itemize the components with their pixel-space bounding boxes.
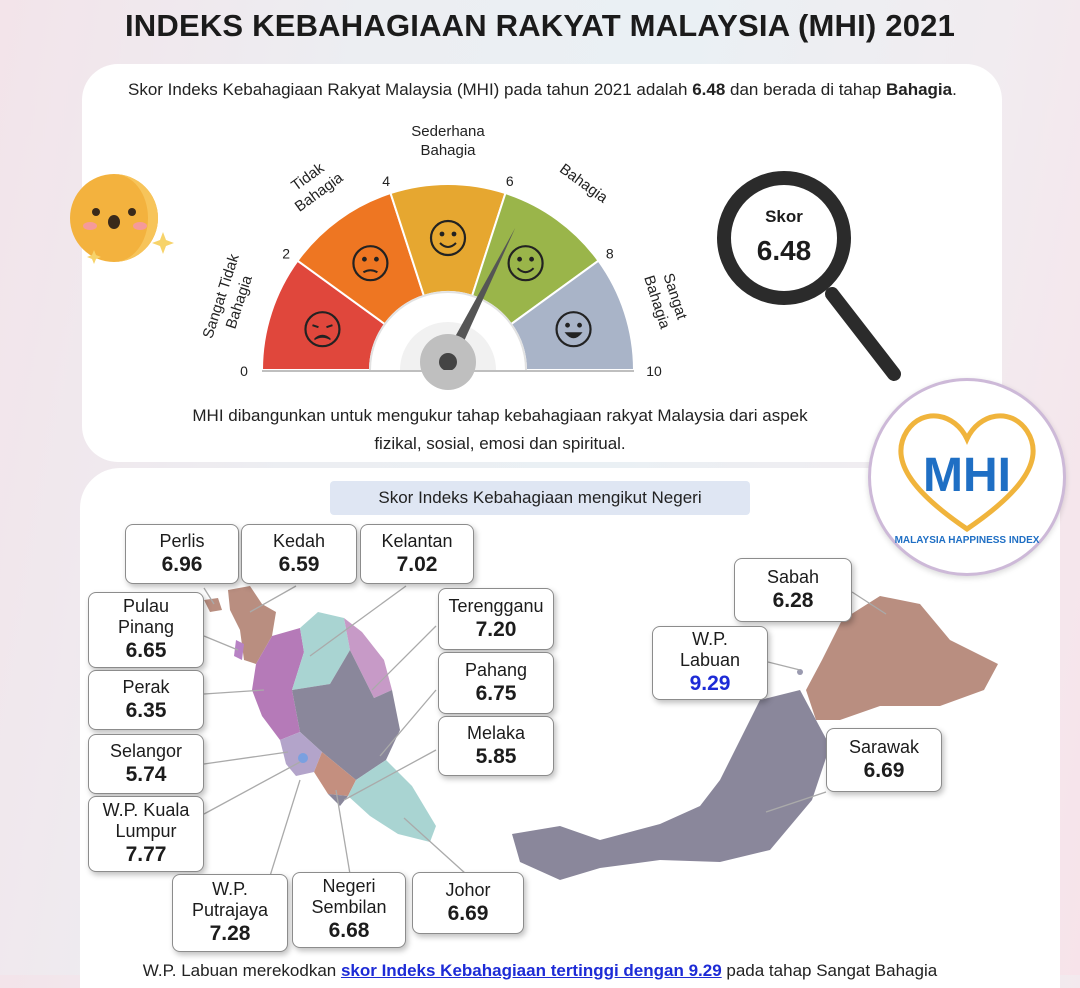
- footer-pre: W.P. Labuan merekodkan: [142, 961, 341, 980]
- state-box-labuan: W.P. Labuan 9.29: [652, 626, 768, 700]
- gauge-faces: [304, 219, 592, 348]
- gauge-tick-label: 4: [382, 173, 390, 189]
- state-value: 6.75: [475, 681, 517, 705]
- logo-caption: MALAYSIA HAPPINESS INDEX: [895, 535, 1040, 546]
- gauge-ticks: 0 2 4 6 8 10: [240, 173, 662, 379]
- state-name-line-2: Pinang: [117, 617, 175, 637]
- state-value: 7.20: [475, 617, 517, 641]
- state-name: Perlis: [159, 530, 205, 551]
- state-value: 7.02: [396, 552, 438, 576]
- state-name: Kelantan: [381, 530, 453, 551]
- state-box-melaka: Melaka 5.85: [438, 716, 554, 776]
- state-value: 5.74: [125, 762, 167, 786]
- gauge-tick-label: 8: [606, 245, 614, 261]
- footer-emphasis: skor Indeks Kebahagiaan tertinggi dengan…: [340, 961, 722, 980]
- state-name-line-1: Pulau: [122, 596, 170, 616]
- state-box-pulau-pinang: Pulau Pinang 6.65: [88, 592, 204, 668]
- state-name-line-2: Labuan: [679, 650, 741, 670]
- footer-post: pada tahap Sangat Bahagia: [721, 961, 938, 980]
- state-box-perak: Perak 6.35: [88, 670, 204, 730]
- intro-text-post: .: [952, 80, 957, 99]
- state-name-line-2: Putrajaya: [191, 900, 269, 920]
- state-name: Terengganu: [448, 595, 544, 616]
- state-box-selangor: Selangor 5.74: [88, 734, 204, 794]
- logo-text: MHI: [923, 449, 1011, 502]
- sad-face-icon: [304, 311, 341, 348]
- state-name: Melaka: [466, 722, 526, 743]
- moon-icon: [70, 174, 158, 262]
- gauge-category-label: SangatBahagia: [640, 267, 691, 331]
- state-box-sarawak: Sarawak 6.69: [826, 728, 942, 792]
- state-box-putrajaya: W.P. Putrajaya 7.28: [172, 874, 288, 952]
- state-value: 6.59: [278, 552, 320, 576]
- state-value: 6.69: [863, 758, 905, 782]
- footer-note: W.P. Labuan merekodkan skor Indeks Kebah…: [0, 961, 1080, 981]
- neutral-smile-face-icon: [429, 219, 467, 257]
- state-name-line-1: Negeri: [322, 876, 376, 896]
- state-value: 5.85: [475, 744, 517, 768]
- state-name-line-2: Sembilan: [311, 897, 387, 917]
- gauge-category-label: TidakBahagia: [281, 154, 347, 216]
- state-name-line-2: Lumpur: [115, 821, 177, 841]
- state-name: Sarawak: [848, 736, 920, 757]
- intro-score: 6.48: [692, 80, 726, 99]
- gauge-segments: [260, 183, 636, 371]
- gauge-needle: [442, 227, 516, 365]
- gauge-tick-label: 6: [506, 173, 514, 189]
- state-value: 6.65: [125, 639, 167, 662]
- mhi-logo: MHI MALAYSIA HAPPINESS INDEX: [868, 378, 1066, 576]
- state-name: Johor: [445, 879, 491, 900]
- happiness-gauge: 0 2 4 6 8 10 Sangat TidakBahagia TidakBahagia S…: [70, 123, 901, 400]
- state-name-line-1: W.P. Kuala: [102, 800, 190, 820]
- state-value-highlight: 9.29: [689, 672, 731, 695]
- map-section-subtitle: Skor Indeks Kebahagiaan mengikut Negeri: [330, 481, 750, 515]
- state-name: Kedah: [272, 530, 326, 551]
- sparkle-icon: [87, 232, 174, 264]
- gauge-tick-label: 0: [240, 363, 248, 379]
- state-value: 7.28: [209, 922, 251, 945]
- state-name-line-1: W.P.: [692, 629, 728, 649]
- state-value: 6.69: [447, 901, 489, 925]
- state-box-negeri-sembilan: Negeri Sembilan 6.68: [292, 872, 406, 948]
- intro-level: Bahagia: [885, 80, 953, 99]
- state-name: Pahang: [464, 659, 528, 680]
- score-badge-label: Skor: [765, 207, 803, 226]
- state-box-kuala-lumpur: W.P. Kuala Lumpur 7.77: [88, 796, 204, 872]
- state-box-kedah: Kedah 6.59: [241, 524, 357, 584]
- state-name: Sabah: [766, 566, 820, 587]
- state-name: Perak: [122, 676, 170, 697]
- state-box-johor: Johor 6.69: [412, 872, 524, 934]
- gauge-category-label: Bahagia: [556, 160, 611, 206]
- state-name: Selangor: [109, 740, 183, 761]
- state-box-kelantan: Kelantan 7.02: [360, 524, 474, 584]
- state-value: 6.96: [161, 552, 203, 576]
- worried-face-icon: [352, 245, 389, 282]
- score-badge-value: 6.48: [757, 235, 812, 266]
- state-box-sabah: Sabah 6.28: [734, 558, 852, 622]
- state-value: 7.77: [125, 843, 167, 866]
- intro-text-mid: dan berada di tahap: [725, 80, 886, 99]
- state-box-perlis: Perlis 6.96: [125, 524, 239, 584]
- description-line-2: fizikal, sosial, emosi dan spiritual.: [374, 434, 626, 453]
- gauge-category-label: Sangat TidakBahagia: [200, 252, 261, 347]
- state-box-pahang: Pahang 6.75: [438, 652, 554, 714]
- state-value: 6.68: [328, 919, 370, 942]
- gauge-tick-label: 10: [646, 363, 662, 379]
- state-value: 6.28: [772, 588, 814, 612]
- state-name-line-1: W.P.: [212, 879, 248, 899]
- smile-face-icon: [507, 245, 544, 282]
- state-value: 6.35: [125, 698, 167, 722]
- intro-text: Skor Indeks Kebahagiaan Rakyat Malaysia …: [128, 76, 958, 103]
- gauge-category-label: Sederhana Bahagia: [411, 123, 485, 159]
- gauge-tick-label: 2: [282, 245, 290, 261]
- page-title: INDEKS KEBAHAGIAAN RAKYAT MALAYSIA (MHI)…: [124, 8, 956, 43]
- grin-face-icon: [555, 311, 592, 348]
- state-box-terengganu: Terengganu 7.20: [438, 588, 554, 650]
- intro-text-pre: Skor Indeks Kebahagiaan Rakyat Malaysia …: [128, 80, 693, 99]
- description-line-1: MHI dibangunkan untuk mengukur tahap keb…: [192, 406, 808, 425]
- mhi-description: MHI dibangunkan untuk mengukur tahap keb…: [120, 402, 880, 458]
- magnifier-icon: [717, 171, 901, 381]
